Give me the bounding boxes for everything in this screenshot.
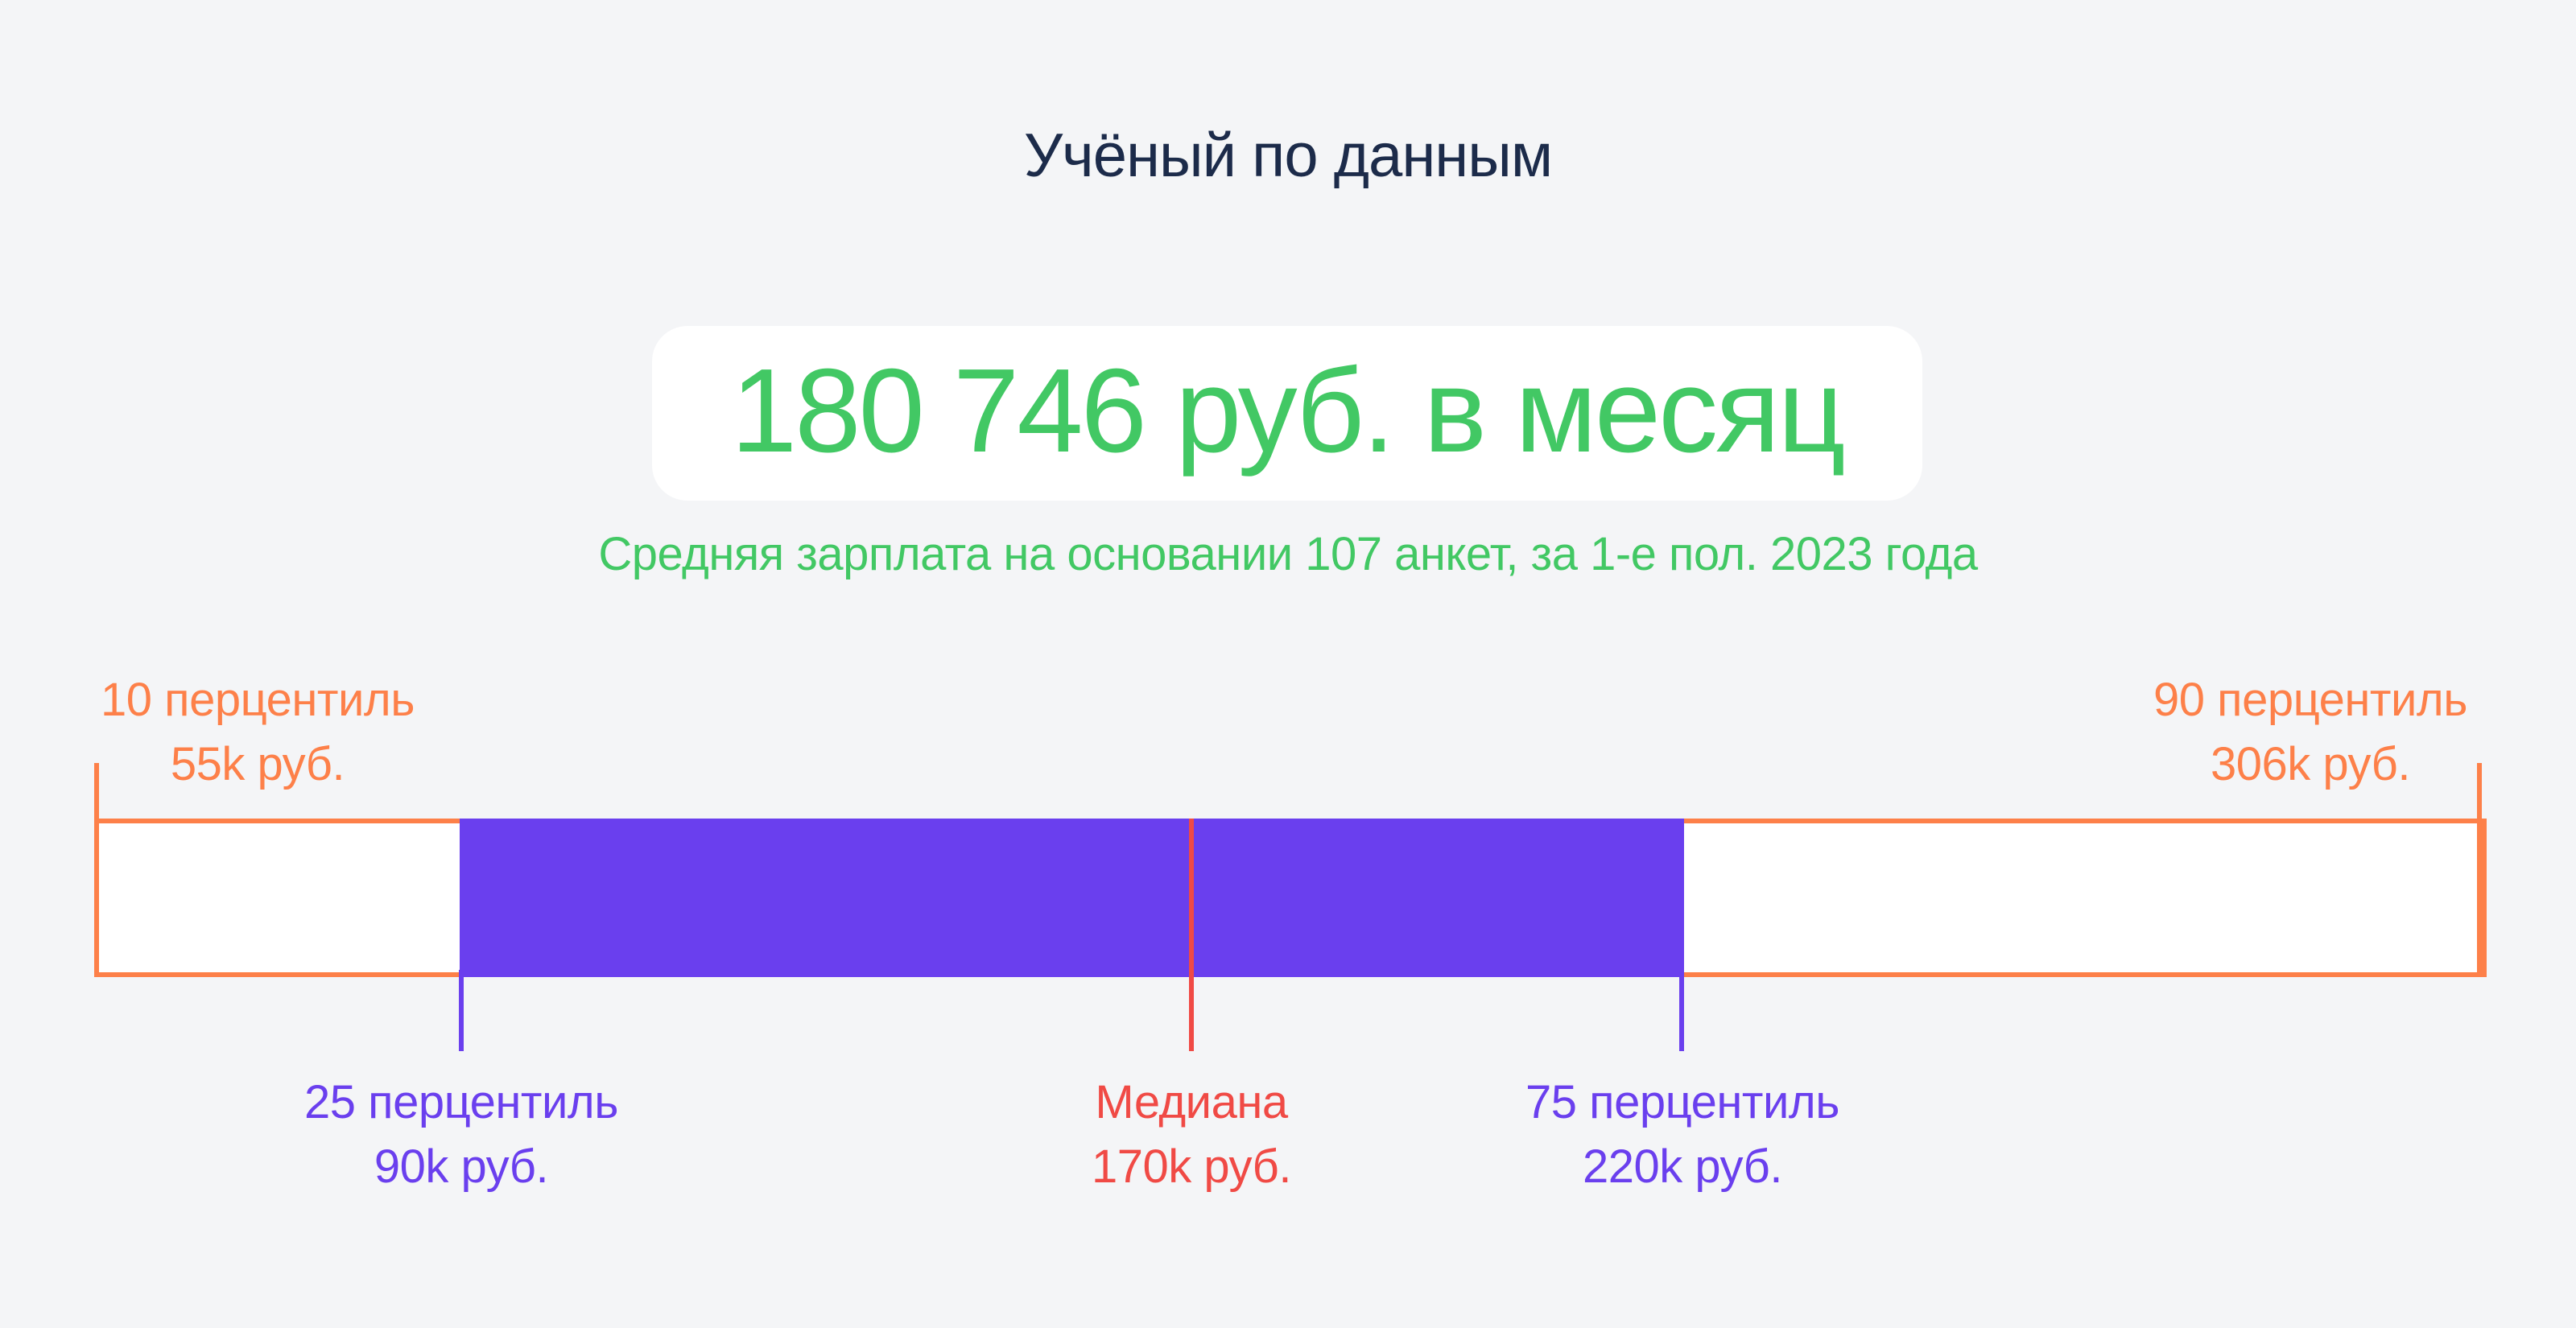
median-tick <box>1189 819 1194 1051</box>
p90-tick <box>2477 763 2482 972</box>
p75-label: 75 перцентиль 220k руб. <box>1489 1070 1876 1199</box>
p75-value: 220k руб. <box>1583 1140 1782 1193</box>
salary-subtitle: Средняя зарплата на основании 107 анкет,… <box>598 528 1978 580</box>
p10-label: 10 перцентиль 55k руб. <box>80 668 435 797</box>
p25-title: 25 перцентиль <box>304 1076 618 1128</box>
p10-tick <box>94 763 99 823</box>
p75-title: 75 перцентиль <box>1525 1076 1839 1128</box>
median-title: Медиана <box>1095 1076 1288 1128</box>
mean-salary-card: 180 746 руб. в месяц <box>652 326 1922 501</box>
p10-value: 55k руб. <box>170 738 345 790</box>
p90-label: 90 перцентиль 306k руб. <box>2133 668 2487 797</box>
interquartile-range-bar <box>460 819 1684 977</box>
median-label: Медиана 170k руб. <box>998 1070 1385 1199</box>
p25-label: 25 перцентиль 90k руб. <box>268 1070 654 1199</box>
mean-salary-value: 180 746 руб. в месяц <box>730 344 1846 477</box>
p10-title: 10 перцентиль <box>101 674 415 726</box>
p90-title: 90 перцентиль <box>2153 674 2467 726</box>
p90-value: 306k руб. <box>2211 738 2410 790</box>
median-value: 170k руб. <box>1092 1140 1291 1193</box>
p25-tick <box>459 970 464 1051</box>
p75-tick <box>1679 970 1684 1051</box>
page-title: Учёный по данным <box>1023 122 1553 190</box>
p25-value: 90k руб. <box>374 1140 549 1193</box>
